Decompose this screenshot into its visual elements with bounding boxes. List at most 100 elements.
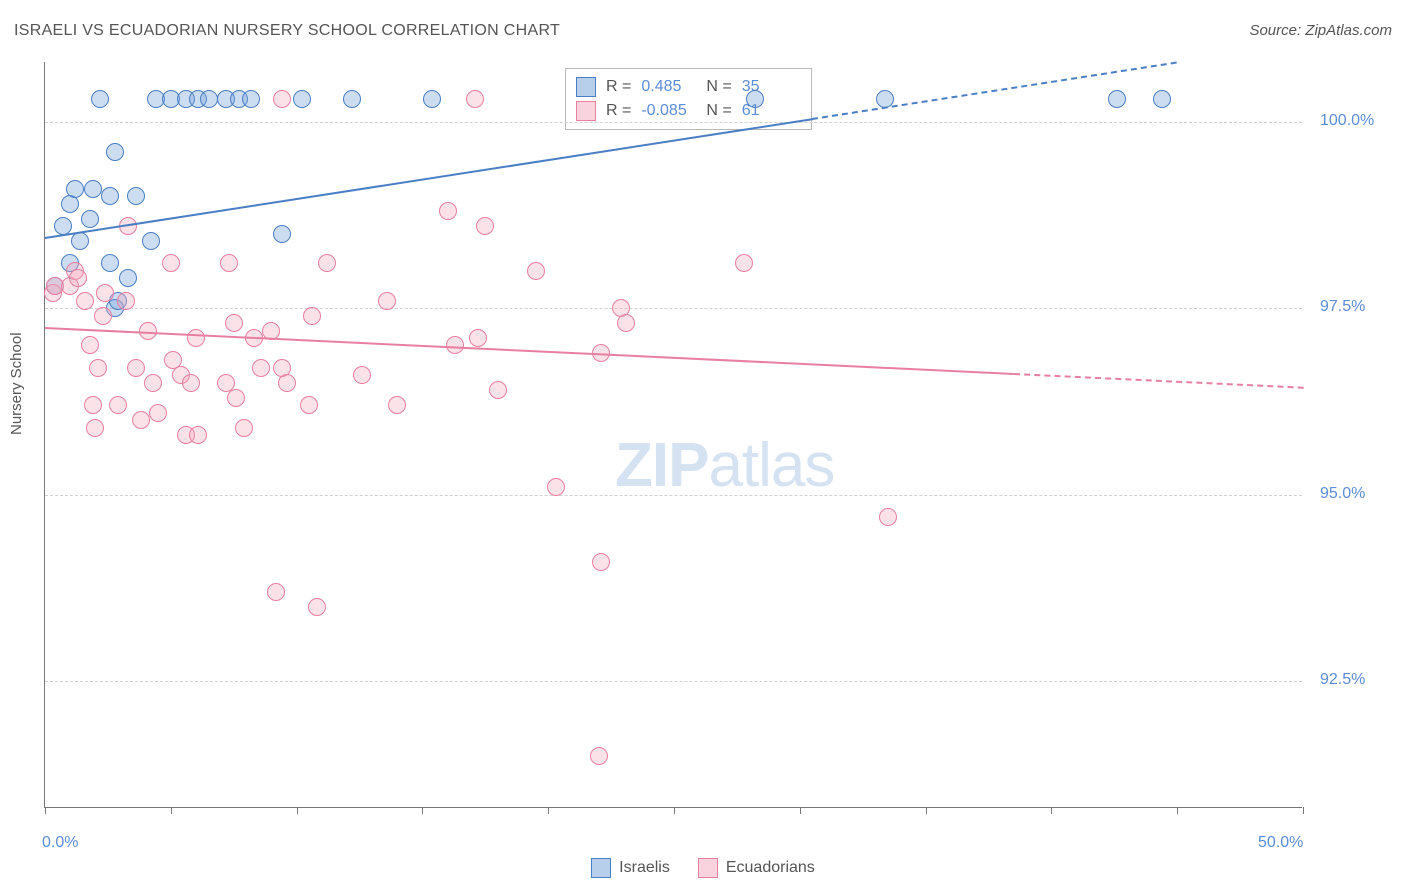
n-label: N = <box>706 78 731 96</box>
x-tick-mark <box>297 807 298 814</box>
scatter-point <box>318 254 336 272</box>
y-tick-label: 100.0% <box>1320 112 1374 130</box>
scatter-point <box>117 292 135 310</box>
r-value-ecuadorians: -0.085 <box>641 102 696 120</box>
scatter-point <box>101 187 119 205</box>
scatter-point <box>879 508 897 526</box>
x-tick-mark <box>1051 807 1052 814</box>
scatter-point <box>423 90 441 108</box>
scatter-point <box>308 598 326 616</box>
scatter-point <box>303 307 321 325</box>
scatter-point <box>189 426 207 444</box>
scatter-point <box>81 336 99 354</box>
n-label: N = <box>706 102 731 120</box>
scatter-point <box>469 329 487 347</box>
scatter-point <box>293 90 311 108</box>
chart-title: ISRAELI VS ECUADORIAN NURSERY SCHOOL COR… <box>14 22 560 40</box>
scatter-point <box>139 322 157 340</box>
scatter-point <box>273 90 291 108</box>
scatter-point <box>547 478 565 496</box>
gridline <box>45 681 1302 682</box>
scatter-point <box>235 419 253 437</box>
scatter-point <box>466 90 484 108</box>
scatter-point <box>94 307 112 325</box>
scatter-point <box>96 284 114 302</box>
scatter-point <box>127 359 145 377</box>
scatter-point <box>76 292 94 310</box>
scatter-point <box>132 411 150 429</box>
scatter-point <box>489 381 507 399</box>
y-axis-label: Nursery School <box>8 332 25 435</box>
scatter-point <box>71 232 89 250</box>
scatter-point <box>227 389 245 407</box>
watermark-light: atlas <box>708 431 834 500</box>
scatter-point <box>1153 90 1171 108</box>
legend-item-israelis: Israelis <box>591 858 670 878</box>
scatter-point <box>182 374 200 392</box>
scatter-point <box>81 210 99 228</box>
scatter-point <box>109 396 127 414</box>
scatter-point <box>66 180 84 198</box>
scatter-point <box>590 747 608 765</box>
scatter-point <box>119 269 137 287</box>
legend-label-israelis: Israelis <box>619 859 670 877</box>
x-tick-mark <box>422 807 423 814</box>
scatter-point <box>225 314 243 332</box>
scatter-point <box>592 553 610 571</box>
scatter-point <box>300 396 318 414</box>
x-tick-mark <box>45 807 46 814</box>
trend-line <box>45 327 1014 375</box>
x-tick-label: 0.0% <box>42 834 78 852</box>
scatter-point <box>1108 90 1126 108</box>
scatter-point <box>343 90 361 108</box>
scatter-point <box>476 217 494 235</box>
scatter-point <box>162 254 180 272</box>
x-tick-mark <box>171 807 172 814</box>
scatter-point <box>220 254 238 272</box>
scatter-point <box>388 396 406 414</box>
swatch-ecuadorians <box>576 101 596 121</box>
legend-swatch-ecuadorians <box>698 858 718 878</box>
scatter-point <box>187 329 205 347</box>
x-tick-mark <box>674 807 675 814</box>
watermark-bold: ZIP <box>615 431 708 500</box>
scatter-point <box>127 187 145 205</box>
scatter-point <box>200 90 218 108</box>
scatter-point <box>267 583 285 601</box>
scatter-point <box>86 419 104 437</box>
r-label: R = <box>606 78 631 96</box>
scatter-point <box>89 359 107 377</box>
r-label: R = <box>606 102 631 120</box>
scatter-point <box>242 90 260 108</box>
scatter-point <box>144 374 162 392</box>
watermark: ZIPatlas <box>615 430 834 501</box>
scatter-point <box>439 202 457 220</box>
y-tick-label: 92.5% <box>1320 671 1365 689</box>
trend-line <box>812 62 1177 120</box>
stats-row-israelis: R = 0.485 N = 35 <box>576 75 797 99</box>
x-tick-mark <box>1177 807 1178 814</box>
scatter-point <box>378 292 396 310</box>
scatter-point <box>735 254 753 272</box>
gridline <box>45 122 1302 123</box>
x-tick-mark <box>800 807 801 814</box>
scatter-point <box>353 366 371 384</box>
scatter-point <box>106 143 124 161</box>
legend: Israelis Ecuadorians <box>0 858 1406 878</box>
scatter-point <box>527 262 545 280</box>
r-value-israelis: 0.485 <box>641 78 696 96</box>
y-tick-label: 97.5% <box>1320 298 1365 316</box>
trend-line <box>45 118 813 239</box>
scatter-point <box>101 254 119 272</box>
trend-line <box>1014 373 1303 389</box>
scatter-point <box>91 90 109 108</box>
legend-label-ecuadorians: Ecuadorians <box>726 859 815 877</box>
scatter-point <box>84 180 102 198</box>
scatter-point <box>278 374 296 392</box>
scatter-point <box>142 232 160 250</box>
scatter-point <box>69 269 87 287</box>
gridline <box>45 308 1302 309</box>
gridline <box>45 495 1302 496</box>
swatch-israelis <box>576 77 596 97</box>
scatter-point <box>252 359 270 377</box>
